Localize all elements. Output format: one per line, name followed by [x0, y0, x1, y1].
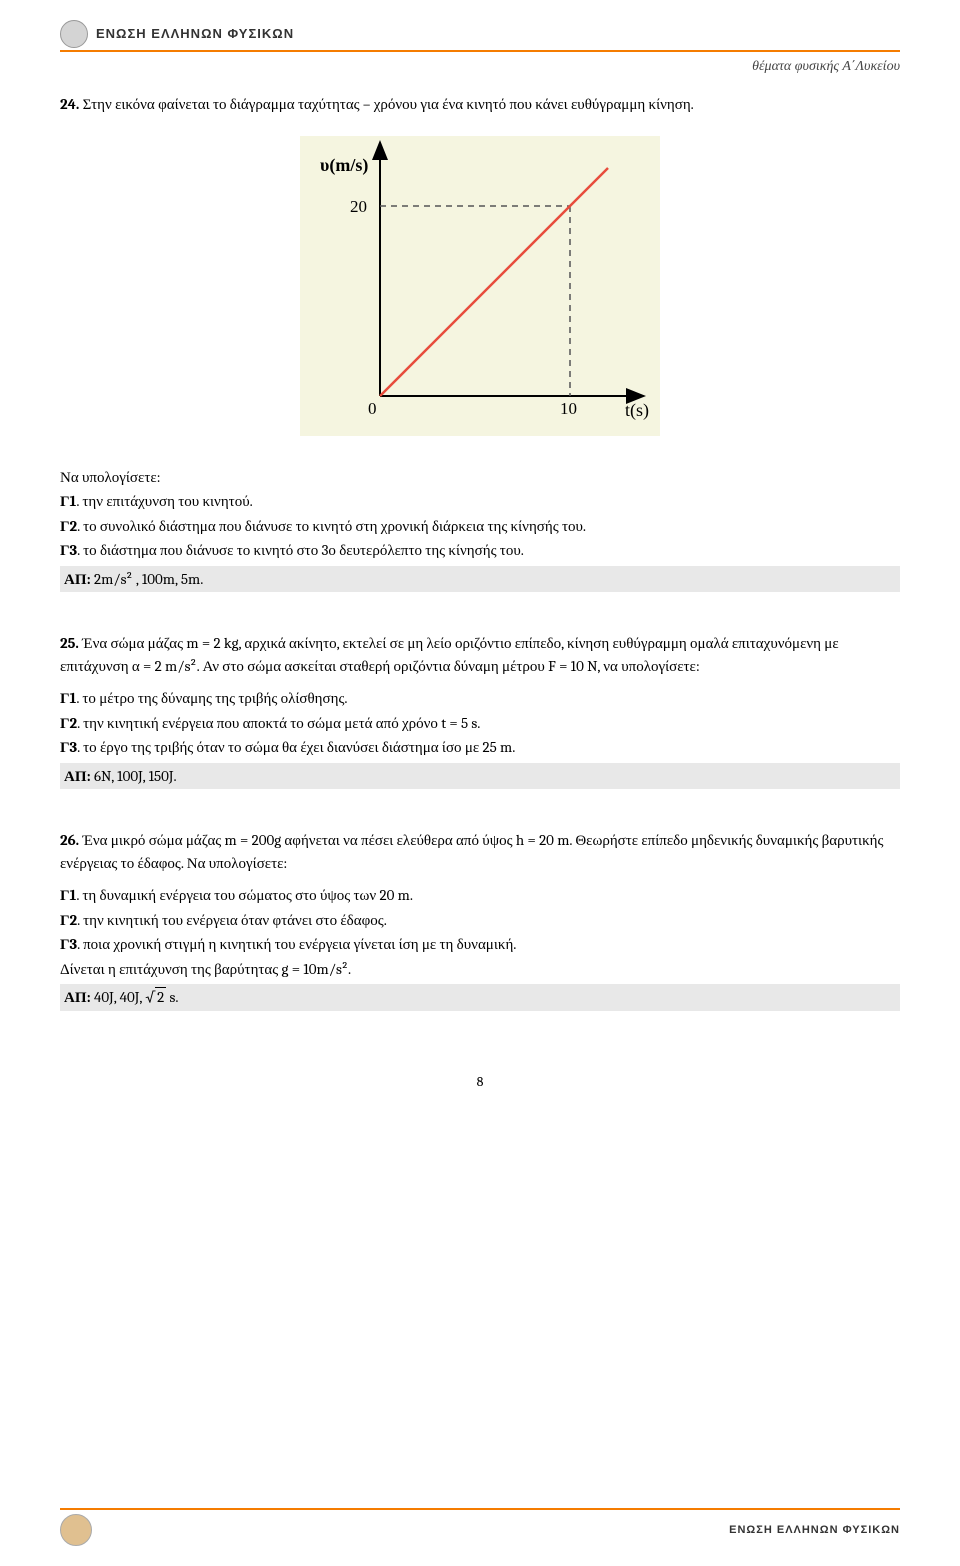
problem-26-g3: Γ3. ποια χρονική στιγμή η κινητική του ε…	[60, 933, 900, 956]
ans-prefix: 40J, 40J,	[91, 988, 146, 1006]
g1-label: Γ1	[60, 886, 76, 904]
problem-25-intro-text: Ένα σώμα μάζας m = 2 kg, αρχικά ακίνητο,…	[60, 634, 839, 675]
ans-label: ΑΠ:	[64, 988, 91, 1006]
problem-25: 25. Ένα σώμα μάζας m = 2 kg, αρχικά ακίν…	[60, 632, 900, 789]
ans-text: 2m/s² , 100m, 5m.	[91, 570, 204, 588]
problem-24: 24. Στην εικόνα φαίνεται το διάγραμμα τα…	[60, 93, 900, 592]
problem-26-g2: Γ2. την κινητική του ενέργεια όταν φτάνε…	[60, 909, 900, 932]
g2-label: Γ2	[60, 714, 77, 732]
velocity-time-chart: υ(m/s) 20 0 10 t(s)	[60, 136, 900, 436]
problem-25-g3: Γ3. το έργο της τριβής όταν το σώμα θα έ…	[60, 736, 900, 759]
g3-text: . το διάστημα που διάνυσε το κινητό στο …	[77, 541, 524, 559]
g2-label: Γ2	[60, 517, 77, 535]
origin-label: 0	[368, 399, 377, 418]
problem-26-intro-text: Ένα μικρό σώμα μάζας m = 200g αφήνεται ν…	[60, 831, 883, 872]
problem-24-g3: Γ3. το διάστημα που διάνυσε το κινητό στ…	[60, 539, 900, 562]
g2-text: . το συνολικό διάστημα που διάνυσε το κι…	[77, 517, 586, 535]
problem-26-g1: Γ1. τη δυναμική ενέργεια του σώματος στο…	[60, 884, 900, 907]
sqrt-content: 2	[155, 987, 166, 1006]
problem-24-prompt: Να υπολογίσετε:	[60, 466, 900, 489]
ans-text: 6N, 100J, 150J.	[91, 767, 177, 785]
problem-25-g2: Γ2. την κινητική ενέργεια που αποκτά το …	[60, 712, 900, 735]
problem-24-answer: ΑΠ: 2m/s² , 100m, 5m.	[60, 566, 900, 593]
problem-24-intro-text: Στην εικόνα φαίνεται το διάγραμμα ταχύτη…	[83, 95, 694, 113]
x-axis-label: t(s)	[625, 400, 649, 421]
problem-24-number: 24.	[60, 95, 79, 113]
problem-25-g1: Γ1. το μέτρο της δύναμης της τριβής ολίσ…	[60, 687, 900, 710]
page: ΕΝΩΣΗ ΕΛΛΗΝΩΝ ΦΥΣΙΚΩΝ θέματα φυσικής Α΄Λ…	[0, 0, 960, 1566]
problem-26-answer: ΑΠ: 40J, 40J, √2 s.	[60, 984, 900, 1011]
problem-25-answer: ΑΠ: 6N, 100J, 150J.	[60, 763, 900, 790]
g1-label: Γ1	[60, 689, 76, 707]
g3-label: Γ3	[60, 541, 77, 559]
chart-bg	[300, 136, 660, 436]
chart-svg: υ(m/s) 20 0 10 t(s)	[300, 136, 660, 436]
logo-icon	[60, 20, 88, 48]
ans-suffix: s.	[166, 988, 178, 1006]
problem-24-g2: Γ2. το συνολικό διάστημα που διάνυσε το …	[60, 515, 900, 538]
g3-label: Γ3	[60, 738, 77, 756]
ans-sqrt: √2	[145, 987, 166, 1006]
problem-26: 26. Ένα μικρό σώμα μάζας m = 200g αφήνετ…	[60, 829, 900, 1011]
g3-text: . ποια χρονική στιγμή η κινητική του ενέ…	[77, 935, 516, 953]
x-tick-label: 10	[560, 399, 577, 418]
doc-title: θέματα φυσικής Α΄Λυκείου	[60, 56, 900, 77]
problem-26-intro: 26. Ένα μικρό σώμα μάζας m = 200g αφήνετ…	[60, 829, 900, 874]
ans-label: ΑΠ:	[64, 767, 91, 785]
g3-text: . το έργο της τριβής όταν το σώμα θα έχε…	[77, 738, 515, 756]
footer-avatar-icon	[60, 1514, 92, 1546]
header: ΕΝΩΣΗ ΕΛΛΗΝΩΝ ΦΥΣΙΚΩΝ	[60, 20, 900, 52]
g3-label: Γ3	[60, 935, 77, 953]
g2-text: . την κινητική του ενέργεια όταν φτάνει …	[77, 911, 387, 929]
g1-text: . την επιτάχυνση του κινητού.	[76, 492, 252, 510]
problem-24-intro: 24. Στην εικόνα φαίνεται το διάγραμμα τα…	[60, 93, 900, 116]
footer-org-name: ΕΝΩΣΗ ΕΛΛΗΝΩΝ ΦΥΣΙΚΩΝ	[729, 1522, 900, 1539]
page-number: 8	[60, 1071, 900, 1092]
y-axis-label: υ(m/s)	[320, 155, 368, 176]
g1-text: . τη δυναμική ενέργεια του σώματος στο ύ…	[76, 886, 413, 904]
g2-label: Γ2	[60, 911, 77, 929]
g1-text: . το μέτρο της δύναμης της τριβής ολίσθη…	[76, 689, 347, 707]
footer: ΕΝΩΣΗ ΕΛΛΗΝΩΝ ΦΥΣΙΚΩΝ	[60, 1508, 900, 1546]
g1-label: Γ1	[60, 492, 76, 510]
ans-label: ΑΠ:	[64, 570, 91, 588]
problem-25-number: 25.	[60, 634, 79, 652]
y-tick-label: 20	[350, 197, 367, 216]
problem-26-gravity: Δίνεται η επιτάχυνση της βαρύτητας g = 1…	[60, 958, 900, 981]
problem-26-number: 26.	[60, 831, 79, 849]
problem-25-intro: 25. Ένα σώμα μάζας m = 2 kg, αρχικά ακίν…	[60, 632, 900, 677]
g2-text: . την κινητική ενέργεια που αποκτά το σώ…	[77, 714, 480, 732]
org-name: ΕΝΩΣΗ ΕΛΛΗΝΩΝ ΦΥΣΙΚΩΝ	[96, 24, 294, 44]
problem-24-g1: Γ1. την επιτάχυνση του κινητού.	[60, 490, 900, 513]
header-top: ΕΝΩΣΗ ΕΛΛΗΝΩΝ ΦΥΣΙΚΩΝ	[60, 20, 900, 48]
